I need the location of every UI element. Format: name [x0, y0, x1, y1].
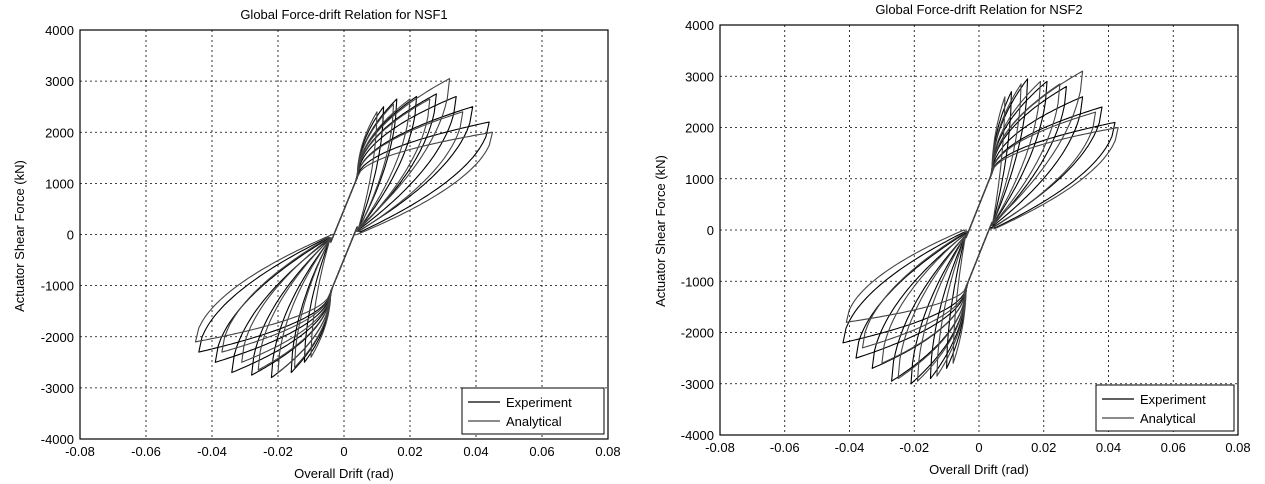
legend: Experiment Analytical	[1095, 384, 1235, 432]
loop-analytical-5	[241, 78, 451, 363]
loop-analytical-3	[916, 80, 1042, 382]
y-tick-label: -2000	[41, 330, 74, 345]
legend-label-analytical: Analytical	[1140, 411, 1196, 426]
loop-experiment-6	[855, 106, 1103, 359]
y-axis-label: Actuator Shear Force (kN)	[12, 160, 27, 312]
x-tick-label: -0.02	[263, 444, 293, 459]
y-tick-label: -1000	[681, 274, 714, 289]
y-tick-label: -3000	[41, 381, 74, 396]
tick-labels: -0.08 -0.06 -0.04 -0.02 0 0.02 0.04 0.06 0.08 400…	[681, 18, 1251, 455]
x-tick-label: 0	[975, 440, 982, 455]
x-tick-label: -0.04	[197, 444, 227, 459]
y-tick-label: 4000	[45, 23, 74, 38]
chart-nsf2: Global Force-drift Relation for NSF2 Act…	[653, 2, 1251, 477]
x-tick-label: 0.02	[397, 444, 422, 459]
x-tick-label: 0.04	[1096, 440, 1121, 455]
plot-frame	[79, 29, 609, 440]
y-tick-label: 0	[67, 228, 74, 243]
x-tick-label: -0.02	[899, 440, 929, 455]
y-tick-label: 2000	[45, 125, 74, 140]
x-tick-label: -0.08	[65, 444, 95, 459]
x-tick-label: 0.04	[463, 444, 488, 459]
plot-frame	[719, 24, 1239, 436]
y-tick-label: 3000	[45, 74, 74, 89]
y-tick-label: -4000	[681, 428, 714, 443]
y-tick-label: 1000	[685, 172, 714, 187]
loop-analytical-7	[194, 131, 494, 343]
legend-label-analytical: Analytical	[506, 414, 562, 429]
loop-analytical-6	[861, 111, 1097, 349]
y-tick-label: 3000	[685, 69, 714, 84]
y-tick-label: 1000	[45, 176, 74, 191]
x-tick-label: -0.06	[770, 440, 800, 455]
loop-analytical-2	[293, 103, 395, 368]
y-tick-label: -2000	[681, 326, 714, 341]
y-tick-label: -4000	[41, 432, 74, 447]
chart-title: Global Force-drift Relation for NSF2	[875, 2, 1082, 17]
loop-analytical-5	[881, 70, 1084, 364]
hysteresis-curves	[194, 78, 494, 379]
loop-analytical-6	[221, 111, 464, 353]
y-tick-label: -3000	[681, 377, 714, 392]
x-tick-label: -0.06	[131, 444, 161, 459]
legend: Experiment Analytical	[461, 387, 605, 435]
x-tick-label: 0.06	[529, 444, 554, 459]
chart-title: Global Force-drift Relation for NSF1	[240, 7, 447, 22]
loop-analytical-7	[845, 126, 1119, 323]
loop-experiment-7	[842, 121, 1116, 344]
tick-labels: -0.08 -0.06 -0.04 -0.02 0 0.02 0.04 0.06 0.08 400…	[41, 23, 621, 459]
legend-label-experiment: Experiment	[1140, 392, 1206, 407]
grid-lines	[720, 25, 1238, 435]
loop-experiment-3	[910, 80, 1048, 385]
chart-nsf1: Global Force-drift Relation for NSF1 Act…	[12, 7, 621, 481]
y-axis-label: Actuator Shear Force (kN)	[653, 155, 668, 307]
x-tick-label: 0.06	[1161, 440, 1186, 455]
loop-analytical-3	[277, 98, 411, 374]
x-tick-label: 0.02	[1031, 440, 1056, 455]
loop-experiment-7	[198, 121, 490, 353]
y-tick-label: -1000	[41, 279, 74, 294]
loop-analytical-4	[897, 83, 1061, 380]
grid-lines	[80, 30, 608, 439]
y-tick-label: 0	[707, 223, 714, 238]
y-tick-label: 2000	[685, 121, 714, 136]
x-axis-label: Overall Drift (rad)	[929, 462, 1029, 477]
loop-experiment-6	[214, 106, 474, 363]
x-tick-label: 0.08	[595, 444, 620, 459]
loop-analytical-4	[257, 98, 431, 371]
x-axis-label: Overall Drift (rad)	[294, 466, 394, 481]
x-tick-label: 0	[340, 444, 347, 459]
x-tick-label: -0.08	[705, 440, 735, 455]
legend-label-experiment: Experiment	[506, 395, 572, 410]
hysteresis-curves	[842, 70, 1119, 385]
x-tick-label: -0.04	[835, 440, 865, 455]
x-tick-label: 0.08	[1225, 440, 1250, 455]
y-tick-label: 4000	[685, 18, 714, 33]
